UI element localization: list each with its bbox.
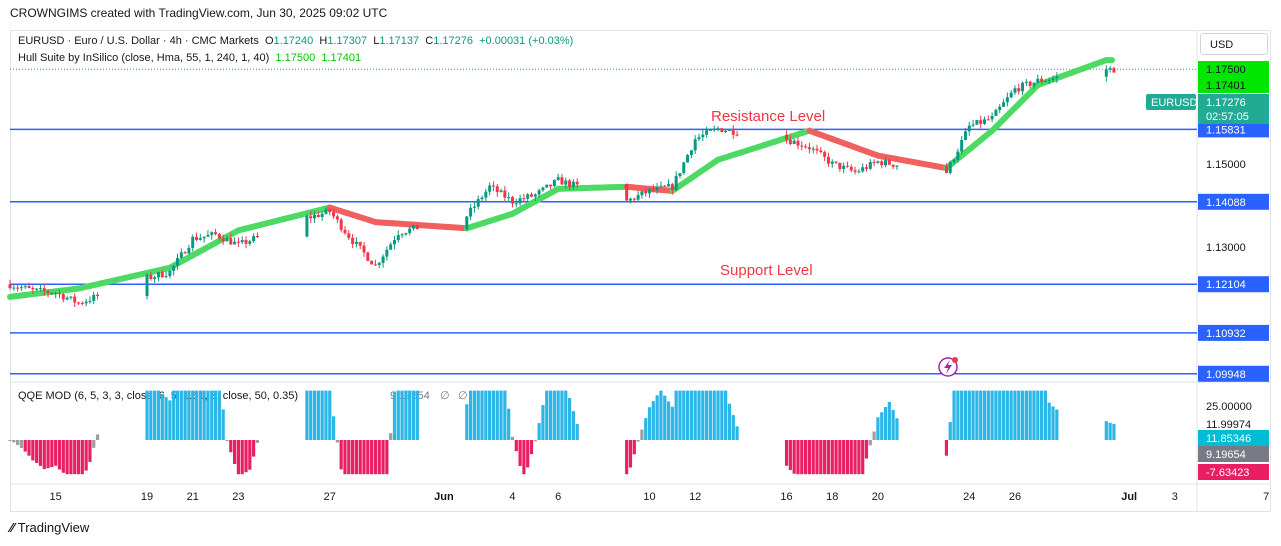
currency-selector[interactable]: USD (1200, 33, 1268, 55)
symbol-title: EURUSD · Euro / U.S. Dollar · 4h · CMC M… (18, 35, 259, 47)
symbol-legend[interactable]: EURUSD · Euro / U.S. Dollar · 4h · CMC M… (18, 35, 573, 47)
open-label: O (264, 35, 274, 47)
tradingview-logo-icon: ⁄⁄ (10, 520, 15, 535)
high-label: H (319, 35, 328, 47)
chart-frame (10, 30, 1271, 512)
indicator-title: Hull Suite by InSilico (close, Hma, 55, … (18, 52, 270, 64)
low-label: L (373, 35, 380, 47)
open-value: 1.17240 (273, 35, 314, 47)
chart-credit: CROWNGIMS created with TradingView.com, … (10, 6, 388, 20)
close-value: 1.17276 (433, 35, 473, 47)
indicator-legend[interactable]: Hull Suite by InSilico (close, Hma, 55, … (18, 52, 361, 64)
change-value: +0.00031 (+0.03%) (479, 35, 574, 47)
tradingview-brand-text: TradingView (17, 520, 90, 535)
close-label: C (425, 35, 434, 47)
indicator-value-2: 1.17401 (321, 52, 362, 64)
high-value: 1.17307 (327, 35, 368, 47)
indicator-value-1: 1.17500 (275, 52, 316, 64)
low-value: 1.17137 (379, 35, 420, 47)
tradingview-logo[interactable]: ⁄⁄ TradingView (10, 520, 89, 535)
